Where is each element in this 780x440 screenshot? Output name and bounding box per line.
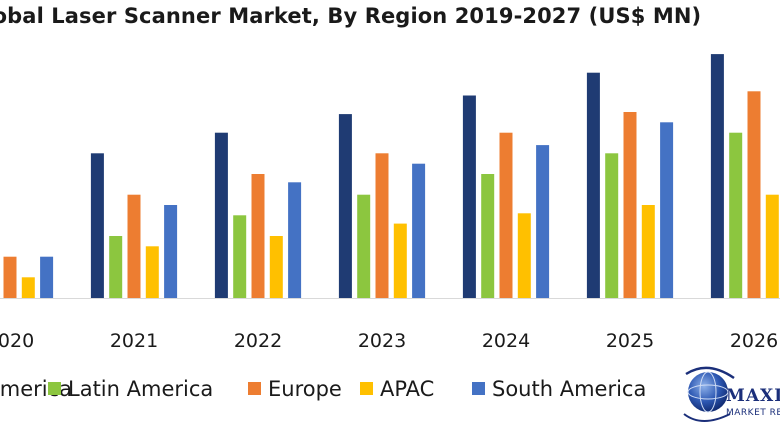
bar-europe-2025 [623,112,637,298]
bar-apac-2024 [517,213,531,298]
bar-apac-2022 [269,236,283,298]
logo-tagline: MARKET RESEARCH [726,408,780,418]
bar-europe-2020 [3,256,17,298]
bar-europe-2021 [127,194,141,298]
bar-latin-america-2023 [357,194,371,298]
globe-icon [683,366,735,422]
legend: North AmericaLatin AmericaEuropeAPACSout… [0,372,680,406]
legend-swatch [48,381,61,395]
bar-apac-2020 [21,277,35,298]
bar-apac-2021 [145,246,159,298]
bar-apac-2026 [765,194,779,298]
bar-apac-2023 [393,223,407,298]
bar-latin-america-2025 [605,153,619,298]
chart-title: Global Laser Scanner Market, By Region 2… [0,4,702,28]
x-tick-label: 2024 [482,330,530,352]
bar-south-america-2025 [660,122,674,298]
bar-north-america-2021 [90,153,104,298]
bar-latin-america-2022 [233,215,247,298]
bar-europe-2026 [747,91,761,298]
legend-label: Latin America [68,377,214,401]
bar-europe-2024 [499,132,513,298]
x-tick-label: 2022 [234,330,282,352]
bar-north-america-2022 [214,132,228,298]
bar-south-america-2023 [412,163,426,298]
x-tick-label: 2026 [730,330,778,352]
bar-north-america-2023 [338,114,352,298]
legend-item-europe: Europe [248,372,342,406]
legend-swatch [248,381,261,395]
bar-europe-2022 [251,174,265,298]
legend-label: Europe [268,377,342,401]
legend-item-latin-america: Latin America [48,372,213,406]
brand-logo: MAXIMIZE MARKET RESEARCH [682,352,780,438]
legend-swatch [360,381,373,395]
x-tick-label: 2025 [606,330,654,352]
bar-latin-america-2026 [729,132,743,298]
legend-item-apac: APAC [360,372,434,406]
legend-label: South America [492,377,647,401]
bar-south-america-2022 [288,182,302,298]
bar-north-america-2024 [462,95,476,298]
bar-latin-america-2024 [481,174,495,298]
bar-south-america-2024 [536,145,550,298]
bar-south-america-2020 [40,256,54,298]
legend-swatch [472,381,485,395]
x-tick-label: 2021 [110,330,158,352]
bar-south-america-2021 [164,205,178,298]
bars-group [0,54,780,299]
x-tick-label: 2023 [358,330,406,352]
bar-north-america-2025 [586,72,600,298]
legend-label: APAC [380,377,435,401]
bar-latin-america-2021 [109,236,123,298]
bar-apac-2025 [641,205,655,298]
bar-europe-2023 [375,153,389,298]
logo-wordmark: MAXIMIZE [726,386,780,406]
legend-item-south-america: South America [472,372,646,406]
bar-north-america-2026 [710,54,724,298]
